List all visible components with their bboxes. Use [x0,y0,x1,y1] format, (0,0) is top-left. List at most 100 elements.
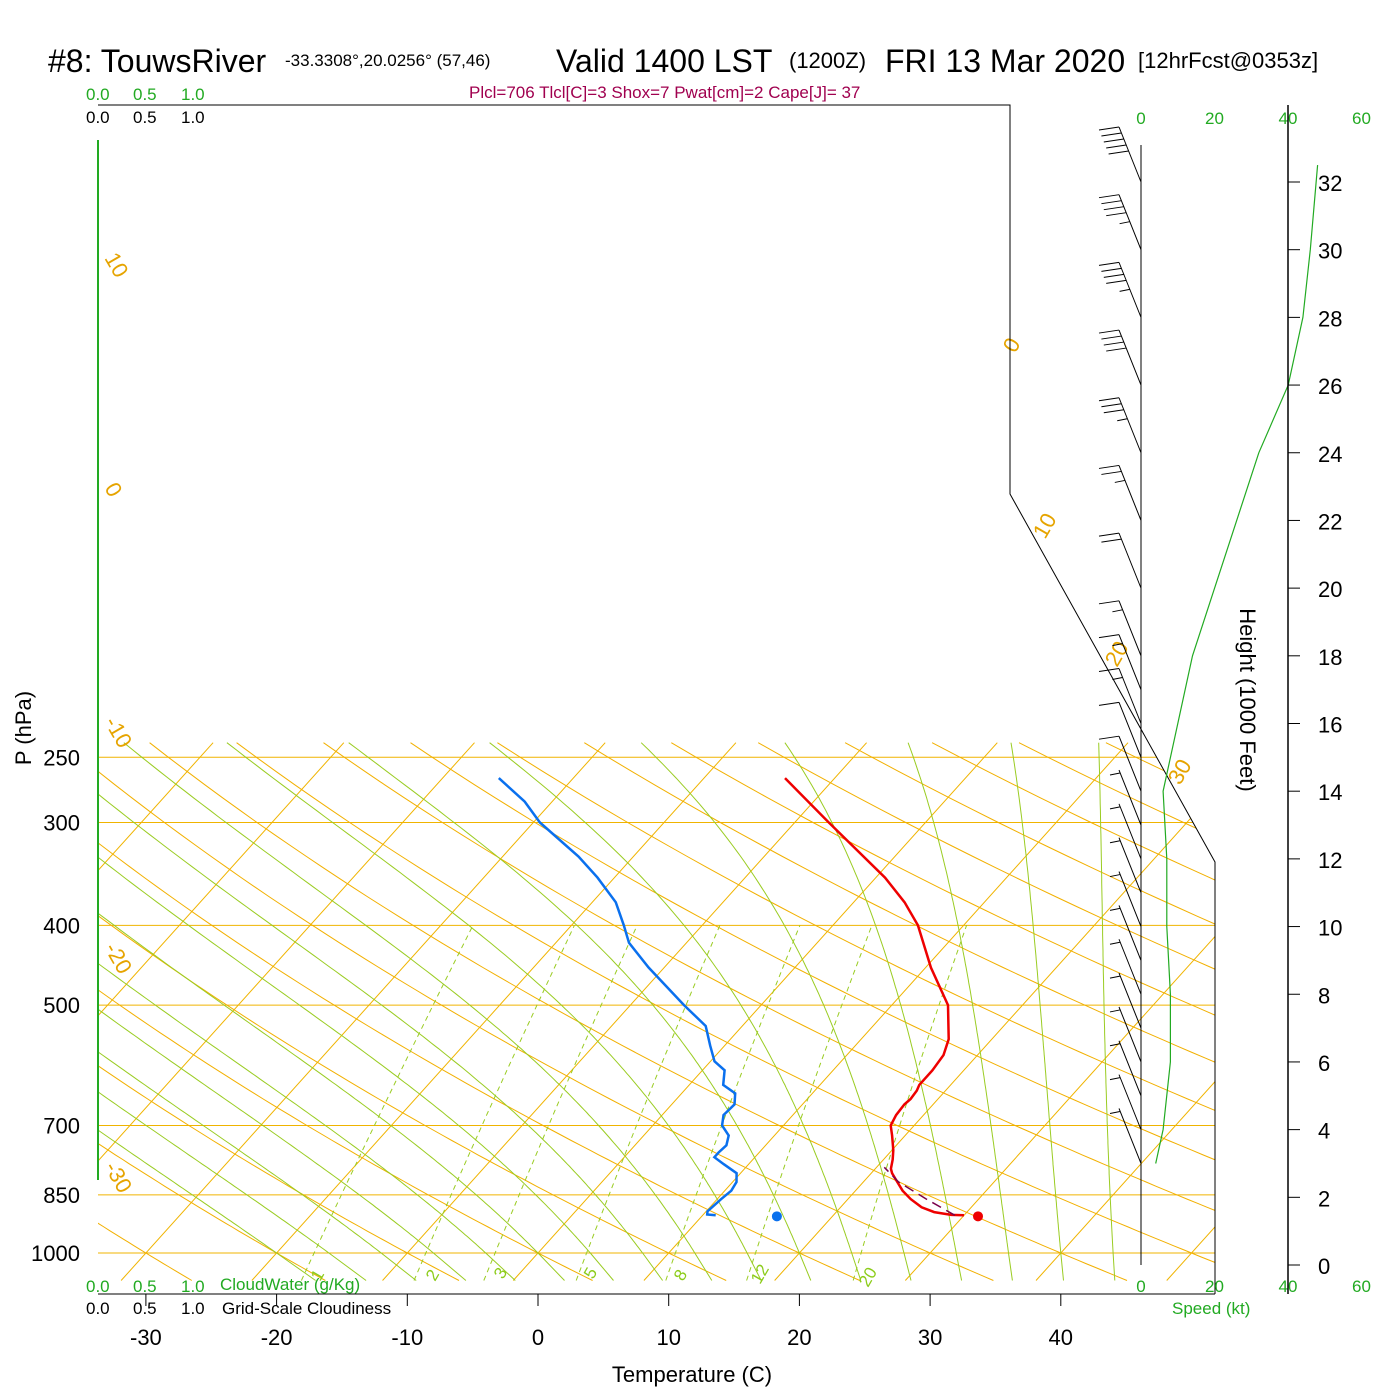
isotherm-line [1297,743,1400,1281]
wind-barb-half-flag [1119,288,1130,292]
cloudiness-label: Grid-Scale Cloudiness [222,1299,391,1318]
moist-adiabat-line [348,742,812,1281]
wind-barb-staff [1118,1040,1142,1096]
speed-tick-label: 20 [1205,109,1224,128]
forecast-info: [12hrFcst@0353z] [1138,48,1318,73]
scale-tick: 0.0 [86,1299,110,1318]
wind-barb-staff [1118,905,1142,961]
isotherm-line [1166,742,1215,1281]
mixing-ratio-label: 8 [670,1266,691,1284]
wind-barb-flag [1103,409,1124,414]
scale-tick: 1.0 [181,108,205,127]
wind-barb-staff [1118,871,1142,927]
moist-adiabat-line [98,742,614,1281]
wind-barb-half-flag [1109,772,1121,776]
sounding-indices: Plcl=706 Tlcl[C]=3 Shox=7 Pwat[cm]=2 Cap… [469,83,860,102]
wind-barb-flag [1103,138,1124,143]
height-tick-label: 0 [1318,1254,1330,1279]
cloudiness-legend: 0.0 0.5 1.0 Grid-Scale Cloudiness [86,1299,391,1318]
wind-barb-staff [1118,194,1142,250]
wind-barb [1109,1074,1142,1130]
temperature-tick-label: 10 [656,1325,680,1350]
scale-tick: 0.0 [86,85,110,104]
height-axis-label: Height (1000 Feet) [1235,608,1260,791]
wind-barb-staff [1118,837,1142,893]
temperature-tick-label: 40 [1049,1325,1073,1350]
pressure-tick-label: 700 [43,1113,80,1138]
station-title: #8: TouwsRiver [48,43,267,79]
pressure-tick-label: 400 [43,913,80,938]
pressure-axis-label: P (hPa) [11,691,36,765]
wind-barb-flag [1103,341,1124,346]
moist-adiabat-line [98,742,316,1281]
wind-barb-flag [1101,132,1122,137]
mixing-ratio-line [300,925,474,1281]
dry-adiabat-line [1192,742,1215,1281]
wind-barb-half-flag [1109,1077,1121,1081]
dry-adiabat-line [410,742,1215,1281]
temperature-profile-line [784,777,965,1217]
parcel-path-line [883,1166,956,1216]
height-tick-label: 2 [1318,1186,1330,1211]
height-tick-label: 22 [1318,509,1342,534]
isotherm-line [120,742,606,1281]
dry-adiabat-label: 0 [998,333,1026,356]
isotherm-line [774,742,1215,1281]
dry-adiabat-label: 0 [100,478,128,501]
height-tick-label: 20 [1318,577,1342,602]
wind-barb-flag [1103,273,1124,278]
dry-adiabat-line [98,742,727,1281]
speed-tick-label: 0 [1136,109,1145,128]
wind-barb-staff [1118,736,1142,792]
wind-barb-half-flag [1119,221,1130,225]
wind-barb-flag [1106,144,1127,149]
wind-barb-half-flag [1112,609,1123,613]
mixing-ratio-line [852,925,968,1281]
wind-barb-flag [1098,397,1120,402]
isotherm-line [1035,742,1215,1281]
wind-barb-staff [1118,532,1142,589]
moist-adiabat-line [640,742,912,1281]
wind-barb-staff [1118,465,1142,521]
wind-barb-flag [1101,200,1122,205]
dry-adiabat-line [584,742,1215,1281]
scale-tick: 0.5 [133,1299,157,1318]
height-tick-label: 24 [1318,442,1342,467]
wind-barb-flag [1106,212,1127,217]
dry-adiabat-line [757,742,1215,1281]
wind-barb-flag [1101,335,1122,340]
wind-barb [1098,668,1142,724]
moist-adiabat-line [98,742,664,1281]
wind-barb-staff [1118,1108,1142,1164]
wind-barb-staff [1118,1074,1142,1130]
wind-barb-flag [1098,600,1120,605]
moist-adiabat-line [489,742,862,1281]
dry-adiabat-line [671,742,1215,1281]
scale-tick: 1.0 [181,85,205,104]
wind-barb-staff [1118,1006,1142,1063]
dry-adiabat-label: 10 [1028,509,1062,543]
dry-adiabat-line [323,742,1215,1281]
scale-tick: 0.5 [133,1277,157,1296]
dry-adiabat-line [98,742,460,1281]
temperature-tick-label: -30 [130,1325,162,1350]
forecast-date: FRI 13 Mar 2020 [885,43,1125,79]
wind-speed-profile-line [1155,165,1319,1164]
thermo-grid [98,742,1400,1281]
wind-barb [1098,735,1142,792]
wind-barb-half-flag [1109,1009,1121,1013]
wind-barb-flag [1098,194,1120,199]
wind-barb-flag [1103,206,1124,211]
height-tick-label: 14 [1318,780,1342,805]
mixing-ratio-line [483,925,638,1281]
mixing-ratio-line [665,925,801,1281]
wind-barb-staff [1118,600,1142,656]
wind-barb-flag [1098,668,1120,672]
wind-barb [1109,871,1142,927]
height-tick-label: 16 [1318,713,1342,738]
mixing-ratio-label: 2 [422,1266,443,1284]
wind-barb-half-flag [1109,1043,1121,1047]
wind-barb-staff [1118,939,1142,995]
utc-time: (1200Z) [789,48,866,73]
